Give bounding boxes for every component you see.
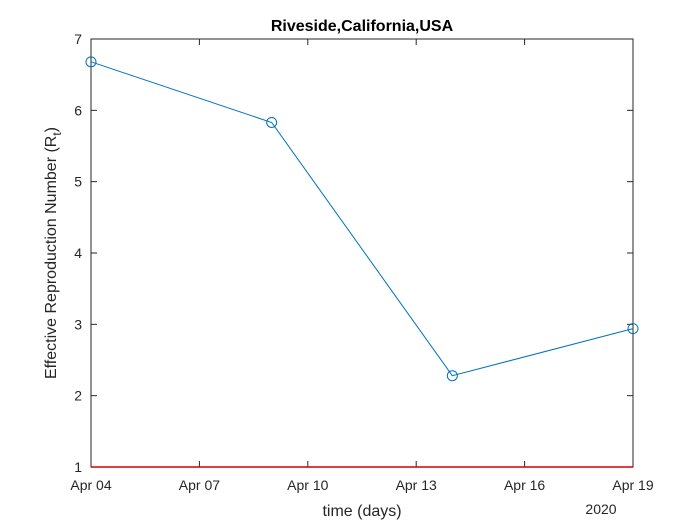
x-tick-label: Apr 10 <box>287 477 328 493</box>
x-tick-label: Apr 13 <box>396 477 437 493</box>
x-axis-year-label: 2020 <box>585 501 616 517</box>
y-tick-label: 6 <box>74 102 82 118</box>
y-axis-title: Effective Reproduction Number (Rt) <box>43 127 64 379</box>
y-tick-label: 7 <box>74 31 82 47</box>
series-layer <box>85 56 639 382</box>
data-point <box>266 116 278 128</box>
x-tick-label: Apr 19 <box>612 477 653 493</box>
y-axis-title-main: Effective Reproduction Number (R <box>43 136 60 379</box>
y-tick-label: 4 <box>74 245 82 261</box>
data-point <box>85 56 97 68</box>
plot-area <box>90 38 634 468</box>
y-tick-label: 5 <box>74 174 82 190</box>
chart-title: Riveside,California,USA <box>271 18 454 35</box>
x-tick-label: Apr 16 <box>504 477 545 493</box>
x-axis-title: time (days) <box>322 503 401 520</box>
series-line <box>90 61 634 377</box>
y-tick-label: 3 <box>74 316 82 332</box>
y-axis-title-close: ) <box>43 127 60 132</box>
y-tick-label: 2 <box>74 388 82 404</box>
data-point <box>627 323 639 335</box>
y-tick-label: 1 <box>74 459 82 475</box>
x-axis: Apr 04 Apr 07 Apr 10 Apr 13 Apr 16 Apr 19 <box>70 39 654 493</box>
data-point <box>446 370 458 382</box>
y-axis-title-subscript: t <box>50 132 64 136</box>
x-tick-label: Apr 07 <box>179 477 220 493</box>
x-tick-label: Apr 04 <box>70 477 111 493</box>
y-axis: 1 2 3 4 5 6 7 <box>74 31 633 475</box>
